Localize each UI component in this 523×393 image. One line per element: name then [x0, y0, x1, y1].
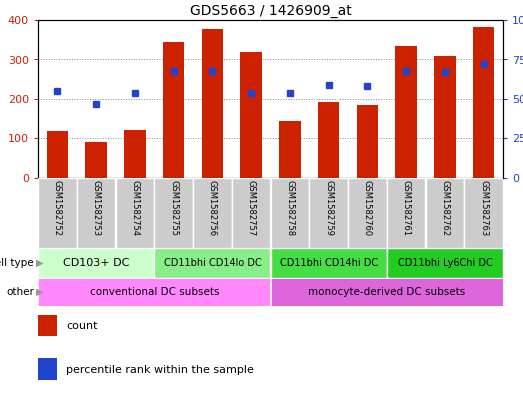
Bar — [38, 315, 56, 336]
Bar — [318, 102, 339, 178]
Text: GSM1582757: GSM1582757 — [247, 180, 256, 236]
Bar — [38, 358, 56, 380]
Text: GSM1582756: GSM1582756 — [208, 180, 217, 236]
Text: GSM1582754: GSM1582754 — [130, 180, 139, 236]
Bar — [38, 248, 154, 278]
Text: CD11bhi Ly6Chi DC: CD11bhi Ly6Chi DC — [397, 258, 492, 268]
Bar — [464, 178, 503, 248]
Bar — [279, 121, 301, 178]
Text: CD11bhi CD14lo DC: CD11bhi CD14lo DC — [164, 258, 262, 268]
Title: GDS5663 / 1426909_at: GDS5663 / 1426909_at — [190, 4, 351, 18]
Bar — [47, 130, 68, 178]
Bar — [124, 130, 145, 178]
Text: GSM1582755: GSM1582755 — [169, 180, 178, 236]
Bar — [271, 278, 503, 306]
Bar — [202, 29, 223, 178]
Text: cell type: cell type — [0, 258, 34, 268]
Text: count: count — [66, 321, 97, 331]
Bar — [395, 46, 417, 178]
Bar — [193, 178, 232, 248]
Text: GSM1582758: GSM1582758 — [286, 180, 294, 236]
Bar — [426, 178, 464, 248]
Bar — [163, 42, 184, 178]
Text: GSM1582762: GSM1582762 — [440, 180, 449, 236]
Text: GSM1582761: GSM1582761 — [402, 180, 411, 236]
Bar — [154, 248, 270, 278]
Text: ▶: ▶ — [36, 258, 43, 268]
Text: other: other — [6, 287, 34, 297]
Bar — [348, 178, 386, 248]
Text: conventional DC subsets: conventional DC subsets — [89, 287, 219, 297]
Bar — [387, 248, 503, 278]
Bar — [387, 178, 425, 248]
Bar — [154, 178, 193, 248]
Text: GSM1582760: GSM1582760 — [363, 180, 372, 236]
Bar — [310, 178, 348, 248]
Bar — [38, 278, 270, 306]
Text: GSM1582759: GSM1582759 — [324, 180, 333, 236]
Text: CD103+ DC: CD103+ DC — [63, 258, 129, 268]
Text: ▶: ▶ — [36, 287, 43, 297]
Bar — [241, 51, 262, 178]
Bar — [232, 178, 270, 248]
Bar — [85, 142, 107, 178]
Text: monocyte-derived DC subsets: monocyte-derived DC subsets — [308, 287, 465, 297]
Bar — [271, 178, 309, 248]
Bar — [271, 248, 386, 278]
Text: CD11bhi CD14hi DC: CD11bhi CD14hi DC — [280, 258, 378, 268]
Bar — [38, 178, 76, 248]
Text: percentile rank within the sample: percentile rank within the sample — [66, 365, 254, 375]
Text: GSM1582763: GSM1582763 — [479, 180, 488, 236]
Bar — [116, 178, 154, 248]
Bar — [77, 178, 115, 248]
Bar — [473, 27, 494, 178]
Bar — [434, 55, 456, 178]
Text: GSM1582753: GSM1582753 — [92, 180, 100, 236]
Text: GSM1582752: GSM1582752 — [53, 180, 62, 236]
Bar — [357, 105, 378, 178]
